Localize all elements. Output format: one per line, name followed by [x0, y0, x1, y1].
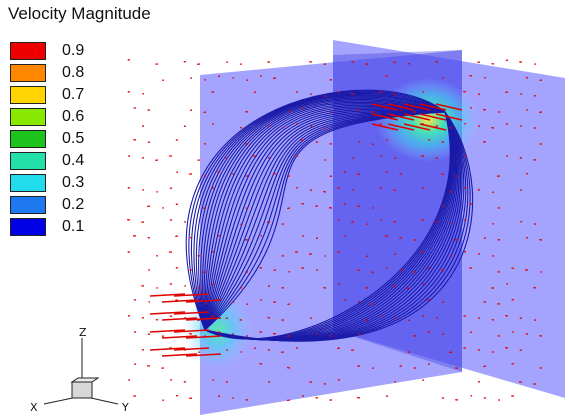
- streamline: [204, 108, 446, 331]
- velocity-vector-long: [149, 311, 186, 315]
- velocity-vector-long: [149, 293, 186, 297]
- velocity-vector-long: [419, 103, 447, 111]
- legend-swatch: [10, 174, 46, 192]
- velocity-vector-long: [173, 347, 210, 351]
- streamline: [204, 111, 446, 331]
- velocity-vector-long: [435, 103, 463, 111]
- velocity-vector-long: [149, 347, 186, 351]
- streamline: [204, 110, 446, 331]
- streamline: [204, 100, 446, 331]
- velocity-vector-long: [403, 103, 431, 111]
- velocity-vectors: [126, 58, 543, 402]
- velocity-vector-long: [185, 299, 222, 303]
- axes-triad: Z X Y: [30, 326, 129, 414]
- streamline: [204, 111, 446, 331]
- velocity-vector-long: [185, 317, 222, 321]
- streamline: [204, 111, 446, 331]
- legend-swatch: [10, 152, 46, 170]
- velocity-vector-long: [173, 311, 210, 315]
- legend-swatch: [10, 196, 46, 214]
- legend-label: 0.7: [62, 86, 85, 103]
- legend-label: 0.8: [62, 64, 85, 81]
- velocity-vector-long: [161, 317, 198, 321]
- streamline: [188, 90, 446, 331]
- velocity-vector-long: [161, 353, 198, 357]
- streamline: [193, 92, 446, 331]
- legend-label: 0.6: [62, 108, 85, 125]
- streamline: [204, 111, 446, 331]
- velocity-vector-long: [173, 329, 210, 333]
- y-axis-label: Y: [121, 401, 129, 414]
- streamline: [203, 98, 446, 331]
- velocity-vector-long: [161, 335, 198, 339]
- streamline: [204, 104, 446, 331]
- streamlines: [185, 89, 474, 342]
- legend-label: 0.5: [62, 130, 85, 147]
- velocity-vector-long: [387, 103, 415, 111]
- velocity-vector-long: [435, 113, 463, 121]
- velocity-vector-long: [419, 113, 447, 121]
- streamline: [204, 107, 446, 331]
- legend-swatch: [10, 42, 46, 60]
- velocity-vector-long: [419, 123, 447, 131]
- axes-cube: [71, 381, 93, 399]
- legend-title: Velocity Magnitude: [8, 4, 151, 23]
- legend-swatch: [10, 86, 46, 104]
- z-axis-label: Z: [79, 326, 87, 339]
- streamline: [195, 93, 446, 331]
- streamline: [204, 111, 446, 331]
- streamline: [190, 91, 446, 331]
- velocity-vector-long: [387, 123, 415, 131]
- streamline: [204, 111, 446, 331]
- streamline: [200, 96, 446, 331]
- velocity-vector-long: [173, 293, 210, 297]
- streamline: [204, 109, 446, 331]
- legend-swatch: [10, 108, 46, 126]
- velocity-vector-long: [185, 353, 222, 357]
- velocity-vector-long: [185, 335, 222, 339]
- velocity-vector-long: [403, 123, 431, 131]
- velocity-vector-long: [161, 299, 198, 303]
- streamline: [198, 95, 446, 331]
- legend-label: 0.2: [62, 196, 85, 213]
- x-axis-label: X: [30, 401, 38, 414]
- streamline: [202, 97, 446, 331]
- legend-label: 0.1: [62, 218, 85, 235]
- streamline: [204, 111, 474, 342]
- velocity-vector-long: [371, 123, 399, 131]
- legend-swatch: [10, 130, 46, 148]
- streamline: [185, 89, 446, 331]
- velocity-vector-long: [403, 113, 431, 121]
- legend-label: 0.3: [62, 174, 85, 191]
- legend-label: 0.9: [62, 42, 85, 59]
- legend-swatch: [10, 64, 46, 82]
- velocity-vector-long: [371, 113, 399, 121]
- legend-swatch: [10, 218, 46, 236]
- legend-label: 0.4: [62, 152, 85, 169]
- velocity-vector-long: [149, 329, 186, 333]
- velocity-vector-long: [371, 103, 399, 111]
- axes-cube-top: [70, 377, 100, 383]
- velocity-vector-long: [387, 113, 415, 121]
